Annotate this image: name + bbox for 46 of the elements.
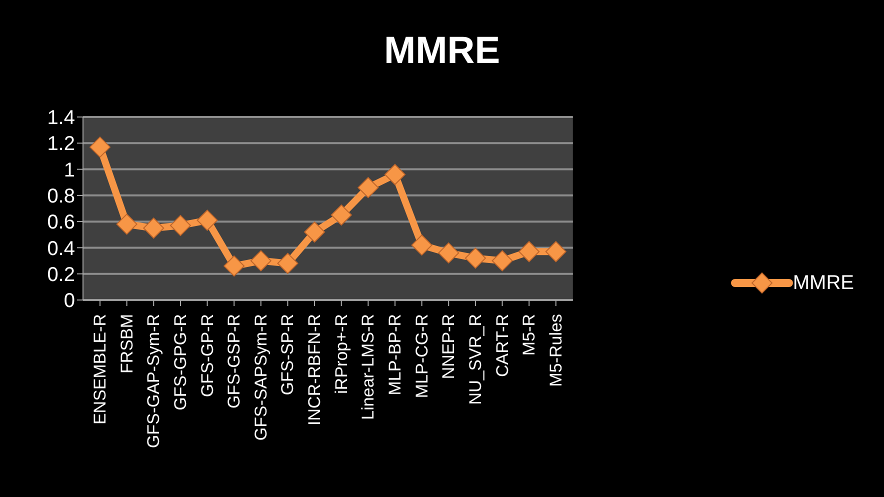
point	[545, 241, 566, 262]
point	[196, 210, 218, 231]
point	[304, 222, 326, 243]
x-tick-label: MLP-CG-R	[412, 314, 432, 398]
x-tick-label: MLP-BP-R	[385, 314, 404, 396]
point	[438, 242, 460, 264]
x-tick-label: ENSEMBLE-R	[90, 314, 110, 425]
x-tick-label: M5-Rules	[546, 314, 566, 387]
point	[90, 136, 110, 158]
x-tick-label: GFS-GPG-R	[170, 314, 190, 410]
x-tick-label: M5-R	[520, 314, 539, 356]
y-tick-label: 0.4	[47, 238, 75, 260]
point	[411, 234, 432, 256]
point	[250, 250, 272, 272]
point	[464, 248, 486, 269]
y-tick-label: 1	[64, 159, 75, 182]
y-tick-label: 0	[64, 290, 75, 312]
y-tick-label: 1.4	[47, 107, 75, 130]
legend-label: MMRE	[792, 272, 854, 294]
point	[518, 241, 540, 262]
y-tick-label: 1.2	[47, 133, 75, 156]
point	[277, 252, 298, 274]
x-tick-label: GFS-GAP-Sym-R	[144, 314, 164, 448]
point	[358, 177, 379, 198]
x-tick-label: Linear-LMS-R	[358, 314, 378, 420]
point	[492, 250, 513, 272]
x-tick-label: NU_SVR_R	[466, 314, 485, 405]
point	[116, 214, 138, 235]
x-tick-label: GFS-SAPSym-R	[251, 314, 270, 441]
point	[330, 204, 352, 226]
x-tick-label: FRSBM	[117, 314, 136, 374]
x-tick-label: NNEP-R	[439, 314, 458, 380]
point	[384, 164, 406, 186]
chart-title: MMRE	[382, 30, 502, 73]
x-tick-label: GFS-GP-R	[198, 314, 217, 398]
x-tick-label: GFS-GSP-R	[224, 314, 244, 408]
y-tick-label: 0.8	[47, 186, 75, 208]
point	[143, 218, 164, 239]
x-tick-label: iRProp+-R	[332, 314, 351, 394]
y-tick-label: 0.2	[47, 264, 75, 286]
y-tick-label: 0.6	[47, 212, 75, 234]
x-tick-label: CART-R	[492, 314, 512, 377]
x-tick-label: GFS-SP-R	[278, 314, 298, 396]
point	[224, 256, 245, 277]
x-tick-label: INCR-RBFN-R	[305, 314, 324, 426]
point	[170, 214, 191, 236]
